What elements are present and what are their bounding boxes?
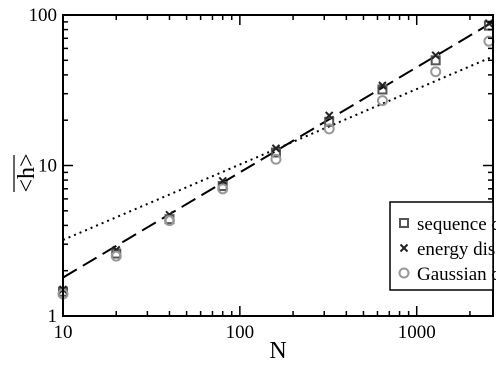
x-axis-label: N xyxy=(269,338,286,364)
y-tick-label: 1 xyxy=(48,306,58,327)
sequence-disorder-legend-label: sequence disorder xyxy=(417,214,496,235)
energy-disorder-legend-label: energy disorder xyxy=(417,239,496,260)
gaussian-disorder-point xyxy=(217,183,229,195)
energy-disorder-point xyxy=(271,144,281,153)
energy-disorder-point xyxy=(484,19,494,28)
axis-ticks xyxy=(62,14,493,317)
x-tick-label: 10 xyxy=(54,322,73,343)
gaussian-disorder-point xyxy=(270,153,282,165)
gaussian-disorder-point xyxy=(430,66,442,78)
gaussian-disorder-point xyxy=(110,250,122,262)
gaussian-disorder-legend-label: Gaussian disorder xyxy=(417,264,496,285)
energy-disorder-point xyxy=(218,176,227,186)
x-tick-label: 100 xyxy=(226,322,255,343)
fit-lines xyxy=(63,21,493,279)
gaussian-disorder-point xyxy=(376,95,388,107)
y-tick-label: 100 xyxy=(29,5,58,26)
y-axis-label: <h> xyxy=(14,153,40,192)
energy-disorder-legend-marker xyxy=(399,243,409,253)
sequence-disorder-legend-marker xyxy=(399,218,409,228)
gaussian-disorder-point xyxy=(163,215,175,227)
sequence-disorder-point xyxy=(324,116,335,127)
gaussian-disorder-legend-marker xyxy=(398,267,410,279)
energy-disorder-point xyxy=(378,81,387,90)
dashed-fit-line xyxy=(63,21,493,279)
energy-disorder-point xyxy=(324,111,334,120)
gaussian-disorder-point xyxy=(323,123,335,135)
energy-disorder-point xyxy=(431,51,440,60)
y-tick-label: 10 xyxy=(38,156,57,177)
x-tick-label: 1000 xyxy=(398,322,436,343)
legend: sequence disorder energy disorder Gaussian… xyxy=(389,201,496,291)
